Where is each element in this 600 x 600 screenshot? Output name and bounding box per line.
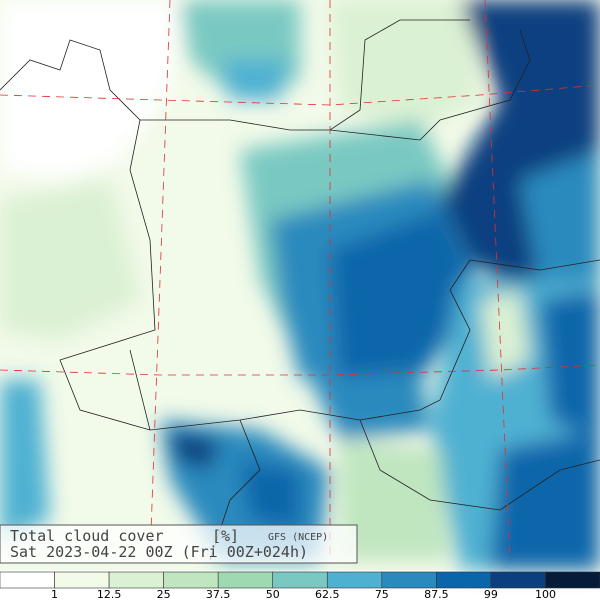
- legend-swatch: [272, 571, 328, 589]
- legend-swatch: [490, 571, 546, 589]
- legend-label: 50: [266, 588, 280, 600]
- border-lines: [0, 19, 600, 561]
- legend-label: 25: [157, 588, 171, 600]
- legend-label: 75: [375, 588, 389, 600]
- legend-label: 87.5: [424, 588, 449, 600]
- legend-label: 37.5: [206, 588, 231, 600]
- legend-swatch: [0, 571, 55, 589]
- legend-label: 99: [484, 588, 498, 600]
- color-legend: 1 12.5 25 37.5 50 62.5 75 87.5 99 100: [0, 571, 600, 600]
- cloud-field: [0, 0, 600, 570]
- legend-swatch: [326, 571, 383, 589]
- title: Total cloud cover: [10, 527, 164, 545]
- valid-time: Sat 2023-04-22 00Z (Fri 00Z+024h): [10, 543, 308, 561]
- legend-label: 12.5: [97, 588, 122, 600]
- unit: [%]: [212, 527, 239, 545]
- legend-swatch: [108, 571, 164, 589]
- legend-label: 100: [535, 588, 556, 600]
- title-box: Total cloud cover [%] GFS (NCEP) Sat 202…: [0, 524, 358, 564]
- legend-swatch: [217, 571, 274, 589]
- legend-swatch: [163, 571, 219, 589]
- graticule: [0, 0, 600, 561]
- legend-swatch: [54, 571, 110, 589]
- legend-swatch: [436, 571, 492, 589]
- legend-swatch: [381, 571, 437, 589]
- legend-swatch: [545, 571, 600, 589]
- legend-label: 1: [51, 588, 58, 600]
- model: GFS (NCEP): [268, 532, 328, 543]
- legend-label: 62.5: [315, 588, 340, 600]
